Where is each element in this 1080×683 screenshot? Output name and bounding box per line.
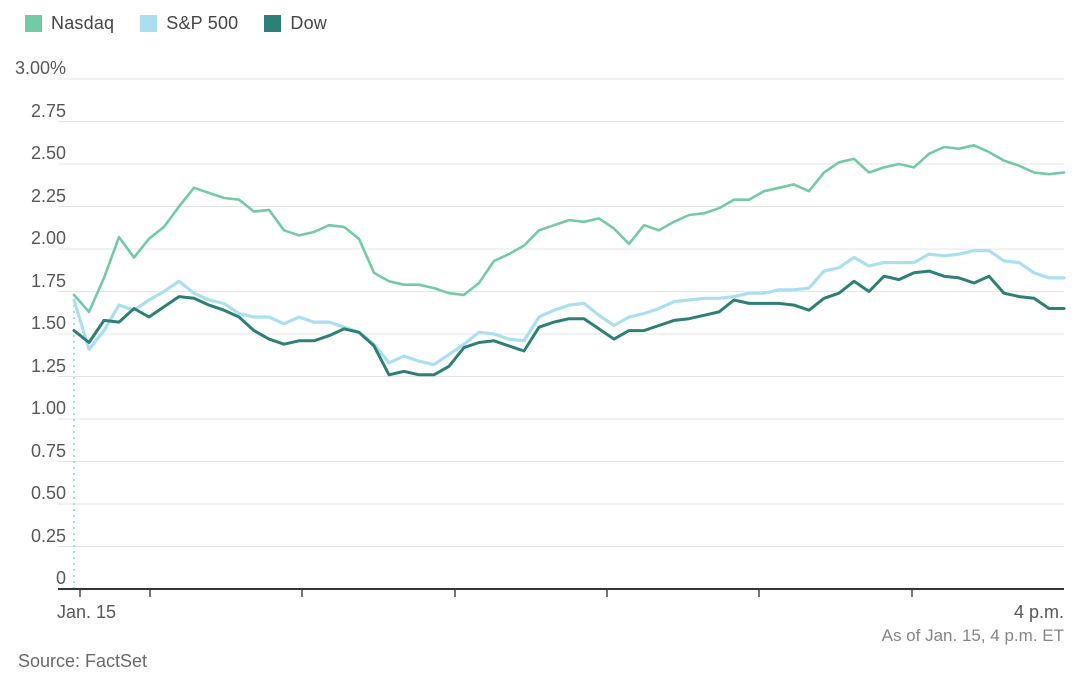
legend-item: Dow [264,13,327,34]
legend-swatch-icon [264,15,282,32]
legend-label: S&P 500 [166,13,239,33]
nasdaq-line [72,144,1066,314]
legend: Nasdaq S&P 500 Dow [25,13,327,34]
legend-label: Nasdaq [51,13,115,33]
x-axis-label-start: Jan. 15 [57,602,117,622]
y-axis-label: 1.00 [30,398,66,418]
y-axis-label: 1.25 [30,355,66,376]
as-of-note: As of Jan. 15, 4 p.m. ET [881,626,1064,645]
legend-swatch-icon [25,15,42,32]
legend-label: Dow [290,13,327,33]
y-axis-label: 2.25 [30,185,66,206]
y-axis-label: 2.75 [30,100,66,121]
y-axis-label: 1.75 [30,270,66,291]
y-axis-label: 0.25 [30,525,66,546]
y-axis-label: 0.50 [30,483,66,503]
dow-line [72,269,1066,377]
y-axis-label: 2.50 [30,143,66,163]
y-axis-label: 0 [55,568,66,588]
sp500-line [72,249,1066,367]
legend-item: Nasdaq [25,13,114,34]
y-axis-label: 0.75 [30,440,66,461]
y-axis-label: 2.00 [30,228,66,248]
y-axis-label: 1.50 [30,313,66,333]
legend-swatch-icon [140,15,158,32]
x-axis-label-end: 4 p.m. [1013,602,1064,622]
legend-item: S&P 500 [140,13,238,34]
y-axis-label: 3.00% [14,58,66,78]
source-note: Source: FactSet [18,651,148,671]
